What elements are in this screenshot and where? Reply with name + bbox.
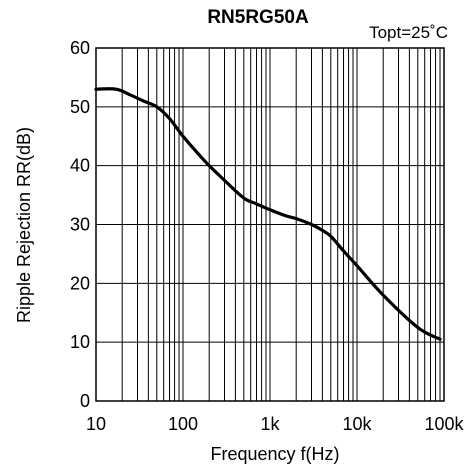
- y-axis-label: Ripple Rejection RR(dB): [14, 127, 34, 323]
- chart-title: RN5RG50A: [207, 7, 309, 28]
- x-tick-label: 10: [86, 414, 106, 434]
- y-tick-label: 30: [70, 215, 90, 235]
- y-tick-label: 20: [70, 273, 90, 293]
- x-tick-label: 1k: [260, 414, 280, 434]
- y-tick-label: 50: [70, 97, 90, 117]
- x-tick-label: 100k: [424, 414, 464, 434]
- plot-frame: [95, 47, 445, 402]
- y-tick-label: 40: [70, 156, 90, 176]
- chart-annotation: Topt=25˚C: [369, 23, 448, 42]
- tick-labels: 10 100 1k 10k 100k 0 10 20 30 40 50 60: [70, 38, 465, 434]
- x-axis-label: Frequency f(Hz): [210, 444, 339, 464]
- series-line: [94, 87, 442, 341]
- grid-lines: [95, 47, 445, 402]
- x-tick-label: 10k: [342, 414, 372, 434]
- x-tick-label: 100: [168, 414, 198, 434]
- y-tick-label: 0: [80, 391, 90, 411]
- y-tick-label: 10: [70, 332, 90, 352]
- y-tick-label: 60: [70, 38, 90, 58]
